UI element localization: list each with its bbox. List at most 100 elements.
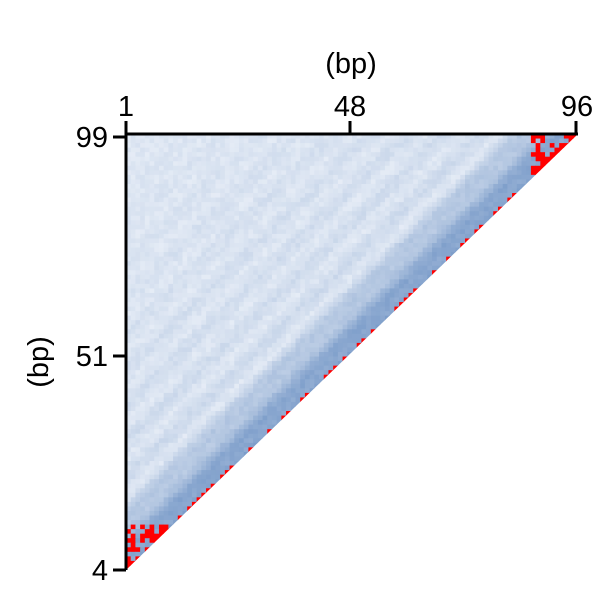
heatmap-cell — [126, 506, 132, 512]
heatmap-cell — [403, 288, 409, 294]
heatmap-cell — [314, 265, 320, 271]
heatmap-cell — [201, 361, 207, 367]
heatmap-cell — [135, 379, 141, 385]
heatmap-cell — [347, 356, 353, 362]
heatmap-cell — [163, 229, 169, 235]
heatmap-cell — [257, 333, 263, 339]
heatmap-cell — [380, 233, 386, 239]
heatmap-cell — [333, 188, 339, 194]
heatmap-cell — [243, 320, 249, 326]
heatmap-cell — [314, 383, 320, 389]
heatmap-cell — [554, 138, 560, 144]
heatmap-cell — [243, 156, 249, 162]
heatmap-cell — [149, 474, 155, 480]
heatmap-cell — [144, 538, 150, 544]
heatmap-cell — [168, 392, 174, 398]
heatmap-cell — [281, 193, 287, 198]
heatmap-cell — [206, 470, 212, 476]
heatmap-cell — [182, 401, 188, 407]
heatmap-cell — [201, 474, 207, 480]
heatmap-cell — [177, 183, 183, 189]
heatmap-cell — [417, 256, 424, 262]
heatmap-cell — [140, 438, 146, 444]
heatmap-cell — [290, 306, 296, 312]
heatmap-cell — [460, 215, 466, 221]
heatmap-cell — [224, 338, 230, 344]
heatmap-cell — [210, 243, 216, 248]
heatmap-cell — [168, 520, 174, 525]
heatmap-cell — [521, 170, 527, 176]
heatmap-cell — [201, 315, 207, 321]
heatmap-cell — [191, 438, 198, 444]
heatmap-cell — [276, 374, 282, 380]
heatmap-cell — [201, 265, 207, 271]
heatmap-cell — [281, 347, 287, 353]
heatmap-cell — [403, 211, 409, 217]
heatmap-cell — [281, 170, 287, 176]
heatmap-cell — [328, 283, 334, 289]
heatmap-cell — [210, 211, 216, 217]
heatmap-cell — [130, 152, 136, 158]
heatmap-cell — [149, 370, 155, 376]
heatmap-cell — [130, 156, 136, 162]
heatmap-cell — [224, 456, 230, 462]
heatmap-cell — [239, 224, 245, 230]
heatmap-cell — [540, 138, 546, 144]
heatmap-cell — [243, 433, 249, 439]
heatmap-cell — [130, 429, 136, 435]
heatmap-cell — [243, 329, 249, 335]
heatmap-cell — [455, 152, 461, 158]
heatmap-cell — [441, 243, 447, 248]
heatmap-cell — [191, 365, 198, 371]
heatmap-cell — [163, 288, 169, 294]
heatmap-cell — [149, 415, 155, 421]
heatmap-cell — [403, 256, 409, 262]
heatmap-cell — [149, 483, 155, 489]
heatmap-cell — [479, 215, 485, 221]
heatmap-cell — [554, 147, 560, 153]
heatmap-cell — [191, 361, 198, 367]
heatmap-cell — [314, 165, 320, 171]
heatmap-cell — [144, 288, 150, 294]
heatmap-cell — [276, 383, 282, 389]
heatmap-cell — [187, 143, 193, 149]
heatmap-cell — [126, 383, 132, 389]
heatmap-cell — [210, 283, 216, 289]
heatmap-cell — [210, 397, 216, 403]
heatmap-cell — [187, 165, 193, 171]
heatmap-cell — [450, 206, 456, 212]
heatmap-cell — [168, 483, 174, 489]
heatmap-cell — [281, 143, 287, 149]
heatmap-cell — [196, 465, 202, 471]
heatmap-cell — [403, 229, 409, 235]
heatmap-cell — [168, 497, 174, 503]
heatmap-cell — [361, 297, 367, 303]
heatmap-cell — [257, 270, 263, 276]
heatmap-cell — [201, 401, 207, 407]
heatmap-cell — [352, 306, 358, 312]
heatmap-cell — [220, 342, 226, 348]
heatmap-cell — [210, 288, 216, 294]
heatmap-cell — [262, 170, 268, 176]
heatmap-cell — [201, 488, 207, 494]
heatmap-cell — [248, 438, 254, 444]
heatmap-cell — [126, 379, 132, 385]
heatmap-cell — [234, 406, 240, 412]
heatmap-cell — [234, 229, 240, 235]
heatmap-cell — [286, 197, 292, 203]
heatmap-cell — [267, 143, 273, 149]
heatmap-cell — [149, 202, 155, 208]
heatmap-cell — [304, 224, 311, 230]
heatmap-cell — [366, 179, 372, 185]
heatmap-cell — [323, 215, 329, 221]
heatmap-cell — [417, 193, 424, 198]
heatmap-cell — [140, 179, 146, 185]
heatmap-cell — [215, 274, 221, 280]
heatmap-cell — [234, 288, 240, 294]
heatmap-cell — [497, 179, 504, 185]
heatmap-cell — [493, 134, 499, 139]
heatmap-cell — [229, 379, 235, 385]
heatmap-cell — [144, 379, 150, 385]
heatmap-cell — [271, 243, 278, 248]
heatmap-cell — [149, 456, 155, 462]
